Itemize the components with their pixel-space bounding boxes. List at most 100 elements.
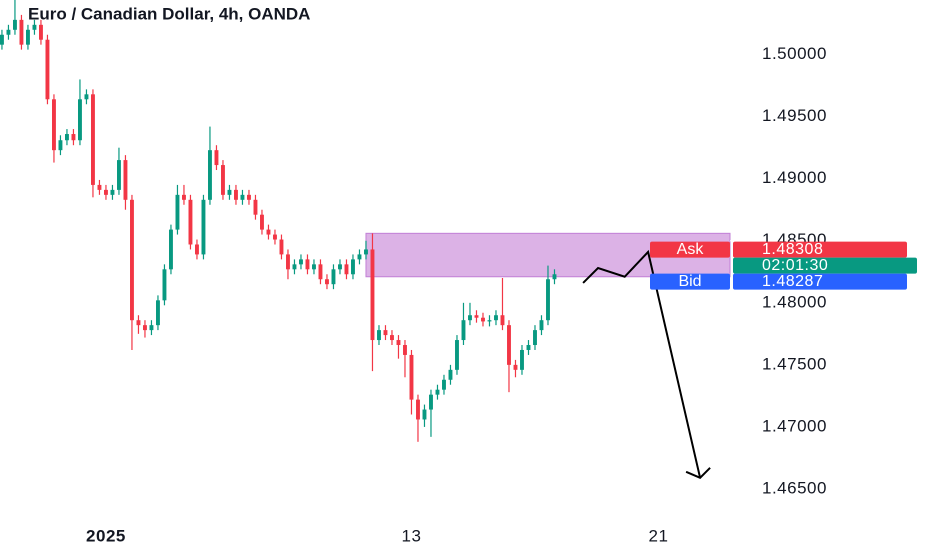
candle-body [312, 264, 316, 270]
candle-body [474, 315, 479, 318]
ask-price: 1.48308 [762, 241, 823, 258]
candle-body [260, 214, 264, 230]
candle-body [123, 160, 128, 200]
ask-label-box [650, 241, 730, 258]
candle-body [455, 340, 459, 370]
candle-body [357, 254, 362, 260]
candle-body [403, 345, 407, 355]
candle-body [97, 184, 102, 190]
candle-body [461, 320, 466, 341]
candle-body [409, 354, 414, 400]
candle-body [520, 349, 524, 370]
candle-body [117, 160, 121, 190]
candle-body [91, 94, 95, 185]
candle-body [78, 99, 82, 141]
candle-body [247, 194, 251, 200]
candle-body [208, 150, 212, 200]
candle-body [266, 229, 271, 235]
candle-body [286, 254, 290, 270]
candle-body [338, 264, 342, 270]
candle-body [364, 249, 368, 255]
y-tick-label: 1.50000 [762, 44, 827, 63]
candle-body [546, 279, 550, 321]
candle-body [331, 269, 336, 285]
candle-body [156, 300, 160, 326]
candle-body [448, 369, 453, 380]
x-tick-label: 21 [649, 526, 669, 545]
candle-body [435, 389, 440, 395]
candle-body [39, 24, 43, 40]
candle-body [390, 335, 394, 341]
candle-body [253, 199, 258, 215]
y-tick-label: 1.47000 [762, 416, 827, 435]
candle-body [52, 99, 56, 151]
candle-body [143, 325, 147, 331]
candle-body [500, 315, 505, 326]
candle-body [19, 19, 24, 45]
x-tick-label: 13 [402, 526, 422, 545]
candle-body [188, 199, 193, 245]
candle-body [227, 189, 232, 195]
bid-box [733, 273, 907, 290]
bid-price: 1.48287 [762, 273, 823, 290]
candle-body [214, 150, 219, 166]
y-tick-label: 1.47500 [762, 354, 827, 373]
candle-body [0, 34, 4, 45]
candle-body [26, 29, 30, 45]
candle-body [279, 239, 284, 255]
candle-body [71, 134, 76, 141]
candle-body [32, 24, 37, 30]
candle-body [422, 409, 427, 420]
candle-body [481, 317, 485, 322]
candle-body [45, 39, 50, 100]
candle-body [429, 394, 433, 410]
candle-body [344, 264, 349, 275]
candle-body [175, 194, 180, 230]
countdown-label: 02:01:30 [762, 257, 828, 274]
candle-body [533, 330, 537, 346]
candle-body [136, 320, 141, 326]
ask-box [733, 241, 907, 258]
candle-body [383, 330, 388, 336]
candle-body [292, 264, 297, 270]
chart-title: Euro / Canadian Dollar, 4h, OANDA [28, 4, 310, 23]
candle-body [539, 320, 544, 331]
bid-label-box [650, 273, 730, 290]
candle-body [396, 340, 401, 346]
candle-body [162, 269, 167, 301]
candle-body [6, 29, 11, 35]
y-tick-label: 1.49000 [762, 168, 827, 187]
candle-body [442, 379, 446, 390]
candle-body [487, 320, 492, 322]
candle-body [318, 264, 323, 280]
candle-body [182, 194, 186, 200]
arrow-head [685, 467, 711, 479]
candle-body [273, 234, 277, 240]
candle-body [58, 140, 63, 151]
candle-body [416, 399, 420, 420]
candle-body [526, 345, 531, 350]
candle-body [234, 189, 238, 200]
candle-body [377, 330, 381, 341]
candle-body [299, 259, 303, 265]
candle-body [169, 229, 173, 270]
candle-body [13, 19, 17, 30]
y-tick-label: 1.49500 [762, 106, 827, 125]
candle-body [513, 364, 518, 370]
projection-line [582, 249, 702, 479]
candle-body [240, 194, 245, 200]
y-tick-label: 1.46500 [762, 478, 827, 497]
candle-body [130, 199, 134, 321]
candle-body [494, 315, 498, 321]
candle-body [351, 259, 355, 275]
candle-body [221, 165, 225, 195]
candle-body [507, 325, 511, 365]
candle-body [201, 199, 206, 255]
candle-body [195, 244, 199, 255]
candle-body [305, 259, 310, 270]
candle-body [370, 249, 375, 341]
bid-label: Bid [678, 273, 701, 290]
y-tick-label: 1.48000 [762, 292, 827, 311]
candle-body [104, 189, 108, 195]
